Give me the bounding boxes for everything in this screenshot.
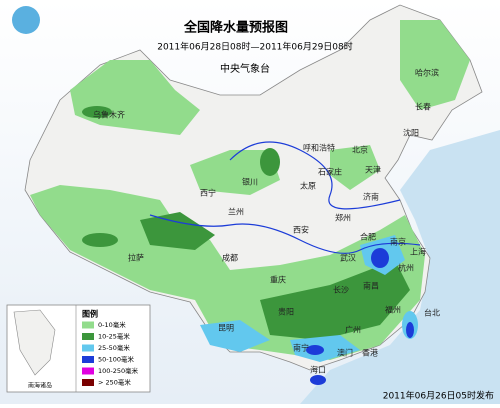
sea [300,130,500,404]
city: 沈阳 [403,128,419,138]
city: 哈尔滨 [415,68,439,78]
city: 昆明 [218,324,234,333]
city: 兰州 [228,207,244,217]
legend-items: 0-10毫米 10-25毫米 25-50毫米 50-100毫米 100-250毫米 > 2… [82,320,139,387]
city: 澳门 [337,348,353,358]
title: 全国降水量预报图 [183,20,288,36]
city: 杭州 [398,263,414,273]
city: 长沙 [333,285,349,295]
city-labels: 乌鲁木齐 哈尔滨 长春 沈阳 呼和浩特 北京 天津 石家庄 太原 银川 济南 西… [93,68,440,375]
city: 石家庄 [318,167,342,177]
inset-label: 南海诸岛 [28,382,52,390]
legend-swatch [82,344,94,352]
city: 重庆 [270,275,286,285]
city: 成都 [222,253,238,263]
legend-label: 50-100毫米 [98,355,135,364]
city: 合肥 [360,232,376,242]
city: 天津 [365,165,381,175]
city: 南昌 [363,281,379,291]
city: 西宁 [200,188,216,198]
legend-label: 25-50毫米 [98,343,130,352]
legend-swatch [82,367,94,375]
city: 乌鲁木齐 [93,110,125,120]
city: 银川 [242,177,258,187]
legend-label: 100-250毫米 [98,366,139,375]
city: 台北 [424,308,440,318]
city: 西安 [293,225,309,235]
city: 济南 [363,192,379,202]
city: 拉萨 [128,253,144,263]
city: 武汉 [340,253,356,263]
subtitle: 2011年06月28日08时—2011年06月29日08时 [157,41,353,53]
footer: 2011年06月26日05时发布 [383,390,494,402]
city: 贵阳 [278,307,294,317]
city: 广州 [345,325,361,335]
city: 海口 [310,365,326,375]
city: 北京 [352,145,368,155]
river [149,214,421,254]
legend-label: 10-25毫米 [98,332,130,341]
city: 呼和浩特 [303,143,335,153]
logo [12,6,40,34]
city: 南京 [390,237,406,247]
city: 郑州 [335,213,351,223]
city: 长春 [415,102,431,112]
river [229,141,401,210]
inset-map [13,309,56,376]
legend-swatch [82,333,94,340]
city: 南宁 [293,343,309,353]
legend-title: 图例 [82,309,98,319]
legend-swatch [82,356,94,363]
rain-moderate [82,106,410,340]
rain-very-heavy [306,248,414,385]
city: 太原 [300,181,316,191]
city: 福州 [385,306,401,315]
legend-swatch [82,321,94,329]
city: 香港 [362,348,378,358]
legend-label: 0-10毫米 [98,320,126,329]
city: 上海 [410,247,426,257]
issuer: 中央气象台 [220,62,270,75]
legend-swatch [82,379,94,386]
legend-label: > 250毫米 [98,378,131,387]
